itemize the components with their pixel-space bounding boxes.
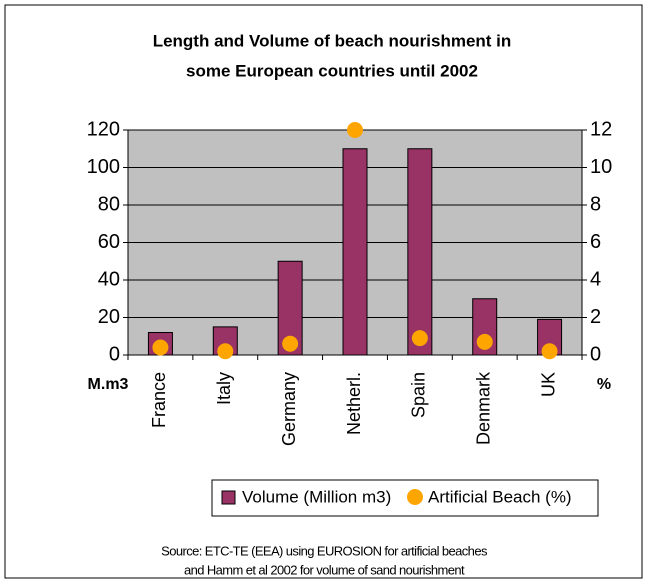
x-tick-label: Netherl. (344, 372, 364, 435)
x-tick-label: Denmark (473, 371, 493, 445)
point (152, 339, 169, 356)
bar (407, 148, 433, 356)
y-tick-label: 20 (98, 306, 120, 328)
y-tick-label: 60 (98, 231, 120, 253)
point (411, 330, 428, 347)
y2-tick-label: 10 (590, 156, 612, 178)
point (541, 343, 558, 360)
chart-title: Length and Volume of beach nourishment i… (153, 31, 512, 50)
y2-tick-label: 0 (590, 343, 601, 365)
y2-tick-label: 12 (590, 118, 612, 140)
bar (342, 148, 368, 356)
source-note: and Hamm et al 2002 for volume of sand n… (184, 562, 465, 577)
point (217, 343, 234, 360)
x-tick-label: Spain (409, 372, 429, 418)
y2-tick-label: 4 (590, 268, 601, 290)
y-tick-label: 100 (87, 156, 120, 178)
x-tick-label: France (149, 372, 169, 428)
x-tick-label: Germany (279, 372, 299, 446)
legend-swatch (221, 490, 236, 505)
x-tick-label: UK (538, 372, 558, 397)
legend-label: Volume (Million m3) (242, 487, 391, 506)
legend-swatch (407, 489, 423, 505)
point (282, 335, 299, 352)
y2-tick-label: 2 (590, 306, 601, 328)
y-tick-label: 120 (87, 118, 120, 140)
source-note: Source: ETC-TE (EEA) using EUROSION for … (161, 543, 488, 558)
chart-title: some European countries until 2002 (186, 61, 478, 80)
y2-tick-label: 6 (590, 231, 601, 253)
legend-box (211, 479, 599, 517)
point (476, 333, 493, 350)
y2-tick-label: 8 (590, 193, 601, 215)
y2-axis-label: % (597, 376, 611, 393)
y-tick-label: 0 (109, 343, 120, 365)
x-tick-label: Italy (214, 372, 234, 405)
y-axis-label: M.m3 (88, 376, 129, 393)
legend-label: Artificial Beach (%) (428, 487, 572, 506)
y-tick-label: 40 (98, 268, 120, 290)
y-tick-label: 80 (98, 193, 120, 215)
point (347, 122, 363, 138)
